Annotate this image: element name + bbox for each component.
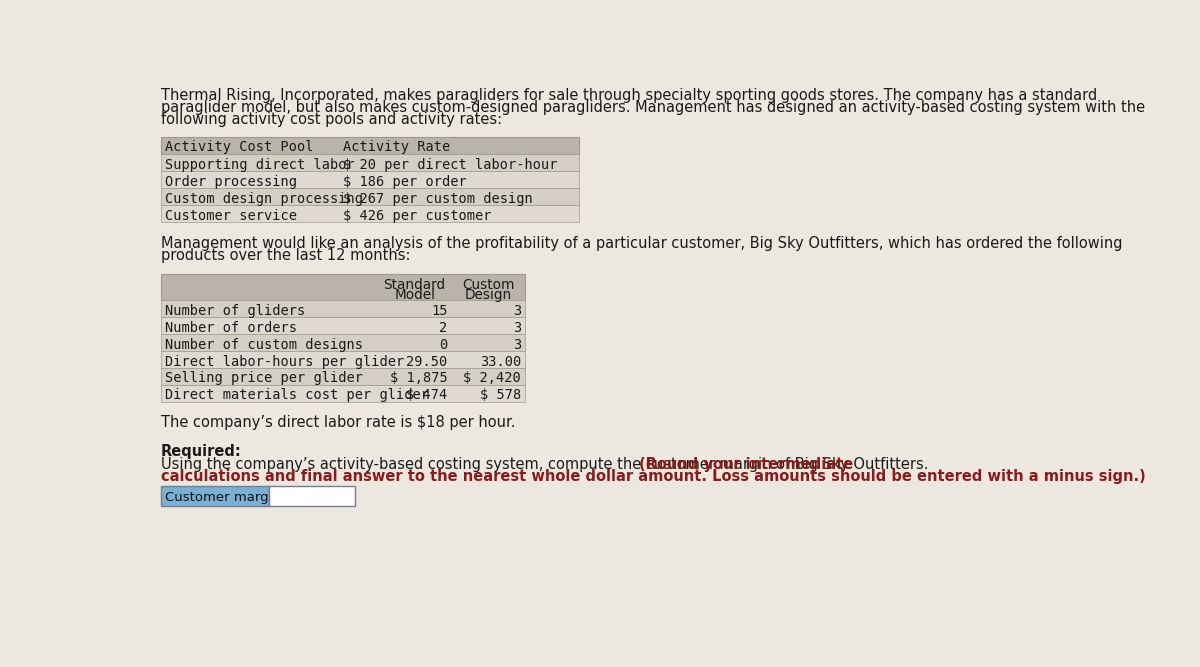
Text: Customer margin: Customer margin	[164, 491, 281, 504]
Text: The company’s direct labor rate is $18 per hour.: The company’s direct labor rate is $18 p…	[161, 416, 515, 430]
FancyBboxPatch shape	[161, 273, 526, 300]
Text: 29.50: 29.50	[407, 355, 448, 369]
Text: 2: 2	[439, 321, 448, 335]
FancyBboxPatch shape	[269, 486, 355, 506]
Text: following activity cost pools and activity rates:: following activity cost pools and activi…	[161, 111, 502, 127]
FancyBboxPatch shape	[161, 334, 526, 351]
Text: Standard: Standard	[384, 278, 445, 292]
Text: 0: 0	[439, 338, 448, 352]
FancyBboxPatch shape	[161, 486, 269, 506]
Text: $ 1,875: $ 1,875	[390, 372, 448, 386]
Text: 15: 15	[431, 303, 448, 317]
Text: Required:: Required:	[161, 444, 241, 459]
Text: paraglider model, but also makes custom-designed paragliders. Management has des: paraglider model, but also makes custom-…	[161, 99, 1145, 115]
Text: Design: Design	[464, 288, 512, 302]
FancyBboxPatch shape	[161, 137, 580, 154]
Text: $ 578: $ 578	[480, 388, 521, 402]
FancyBboxPatch shape	[161, 188, 580, 205]
Text: Using the company’s activity-based costing system, compute the customer margin o: Using the company’s activity-based costi…	[161, 458, 932, 472]
FancyBboxPatch shape	[161, 351, 526, 368]
Text: $ 186 per order: $ 186 per order	[343, 175, 467, 189]
Text: $ 426 per customer: $ 426 per customer	[343, 209, 492, 223]
Text: $ 474: $ 474	[407, 388, 448, 402]
Text: Order processing: Order processing	[164, 175, 296, 189]
FancyBboxPatch shape	[161, 171, 580, 188]
Text: Number of custom designs: Number of custom designs	[164, 338, 362, 352]
FancyBboxPatch shape	[161, 154, 580, 171]
Text: Number of gliders: Number of gliders	[164, 303, 305, 317]
Text: 3: 3	[512, 338, 521, 352]
Text: $ 2,420: $ 2,420	[463, 372, 521, 386]
Text: Thermal Rising, Incorporated, makes paragliders for sale through specialty sport: Thermal Rising, Incorporated, makes para…	[161, 88, 1097, 103]
Text: Customer service: Customer service	[164, 209, 296, 223]
Text: products over the last 12 months:: products over the last 12 months:	[161, 248, 410, 263]
Text: (Round your intermediate: (Round your intermediate	[640, 458, 853, 472]
Text: Direct labor-hours per glider: Direct labor-hours per glider	[164, 355, 404, 369]
FancyBboxPatch shape	[161, 205, 580, 222]
Text: calculations and final answer to the nearest whole dollar amount. Loss amounts s: calculations and final answer to the nea…	[161, 470, 1146, 484]
Text: Direct materials cost per glider: Direct materials cost per glider	[164, 388, 428, 402]
Text: Number of orders: Number of orders	[164, 321, 296, 335]
FancyBboxPatch shape	[161, 300, 526, 317]
Text: $ 267 per custom design: $ 267 per custom design	[343, 192, 533, 206]
Text: Selling price per glider: Selling price per glider	[164, 372, 362, 386]
FancyBboxPatch shape	[161, 368, 526, 385]
Text: 33.00: 33.00	[480, 355, 521, 369]
FancyBboxPatch shape	[161, 317, 526, 334]
Text: Model: Model	[394, 288, 436, 302]
Text: 3: 3	[512, 321, 521, 335]
Text: Activity Cost Pool: Activity Cost Pool	[164, 141, 313, 155]
Text: Custom design processing: Custom design processing	[164, 192, 362, 206]
Text: Activity Rate: Activity Rate	[343, 141, 450, 155]
Text: Custom: Custom	[462, 278, 515, 292]
FancyBboxPatch shape	[161, 385, 526, 402]
Text: Supporting direct labor: Supporting direct labor	[164, 158, 354, 172]
Text: 3: 3	[512, 303, 521, 317]
Text: Management would like an analysis of the profitability of a particular customer,: Management would like an analysis of the…	[161, 236, 1122, 251]
Text: $ 20 per direct labor-hour: $ 20 per direct labor-hour	[343, 158, 558, 172]
